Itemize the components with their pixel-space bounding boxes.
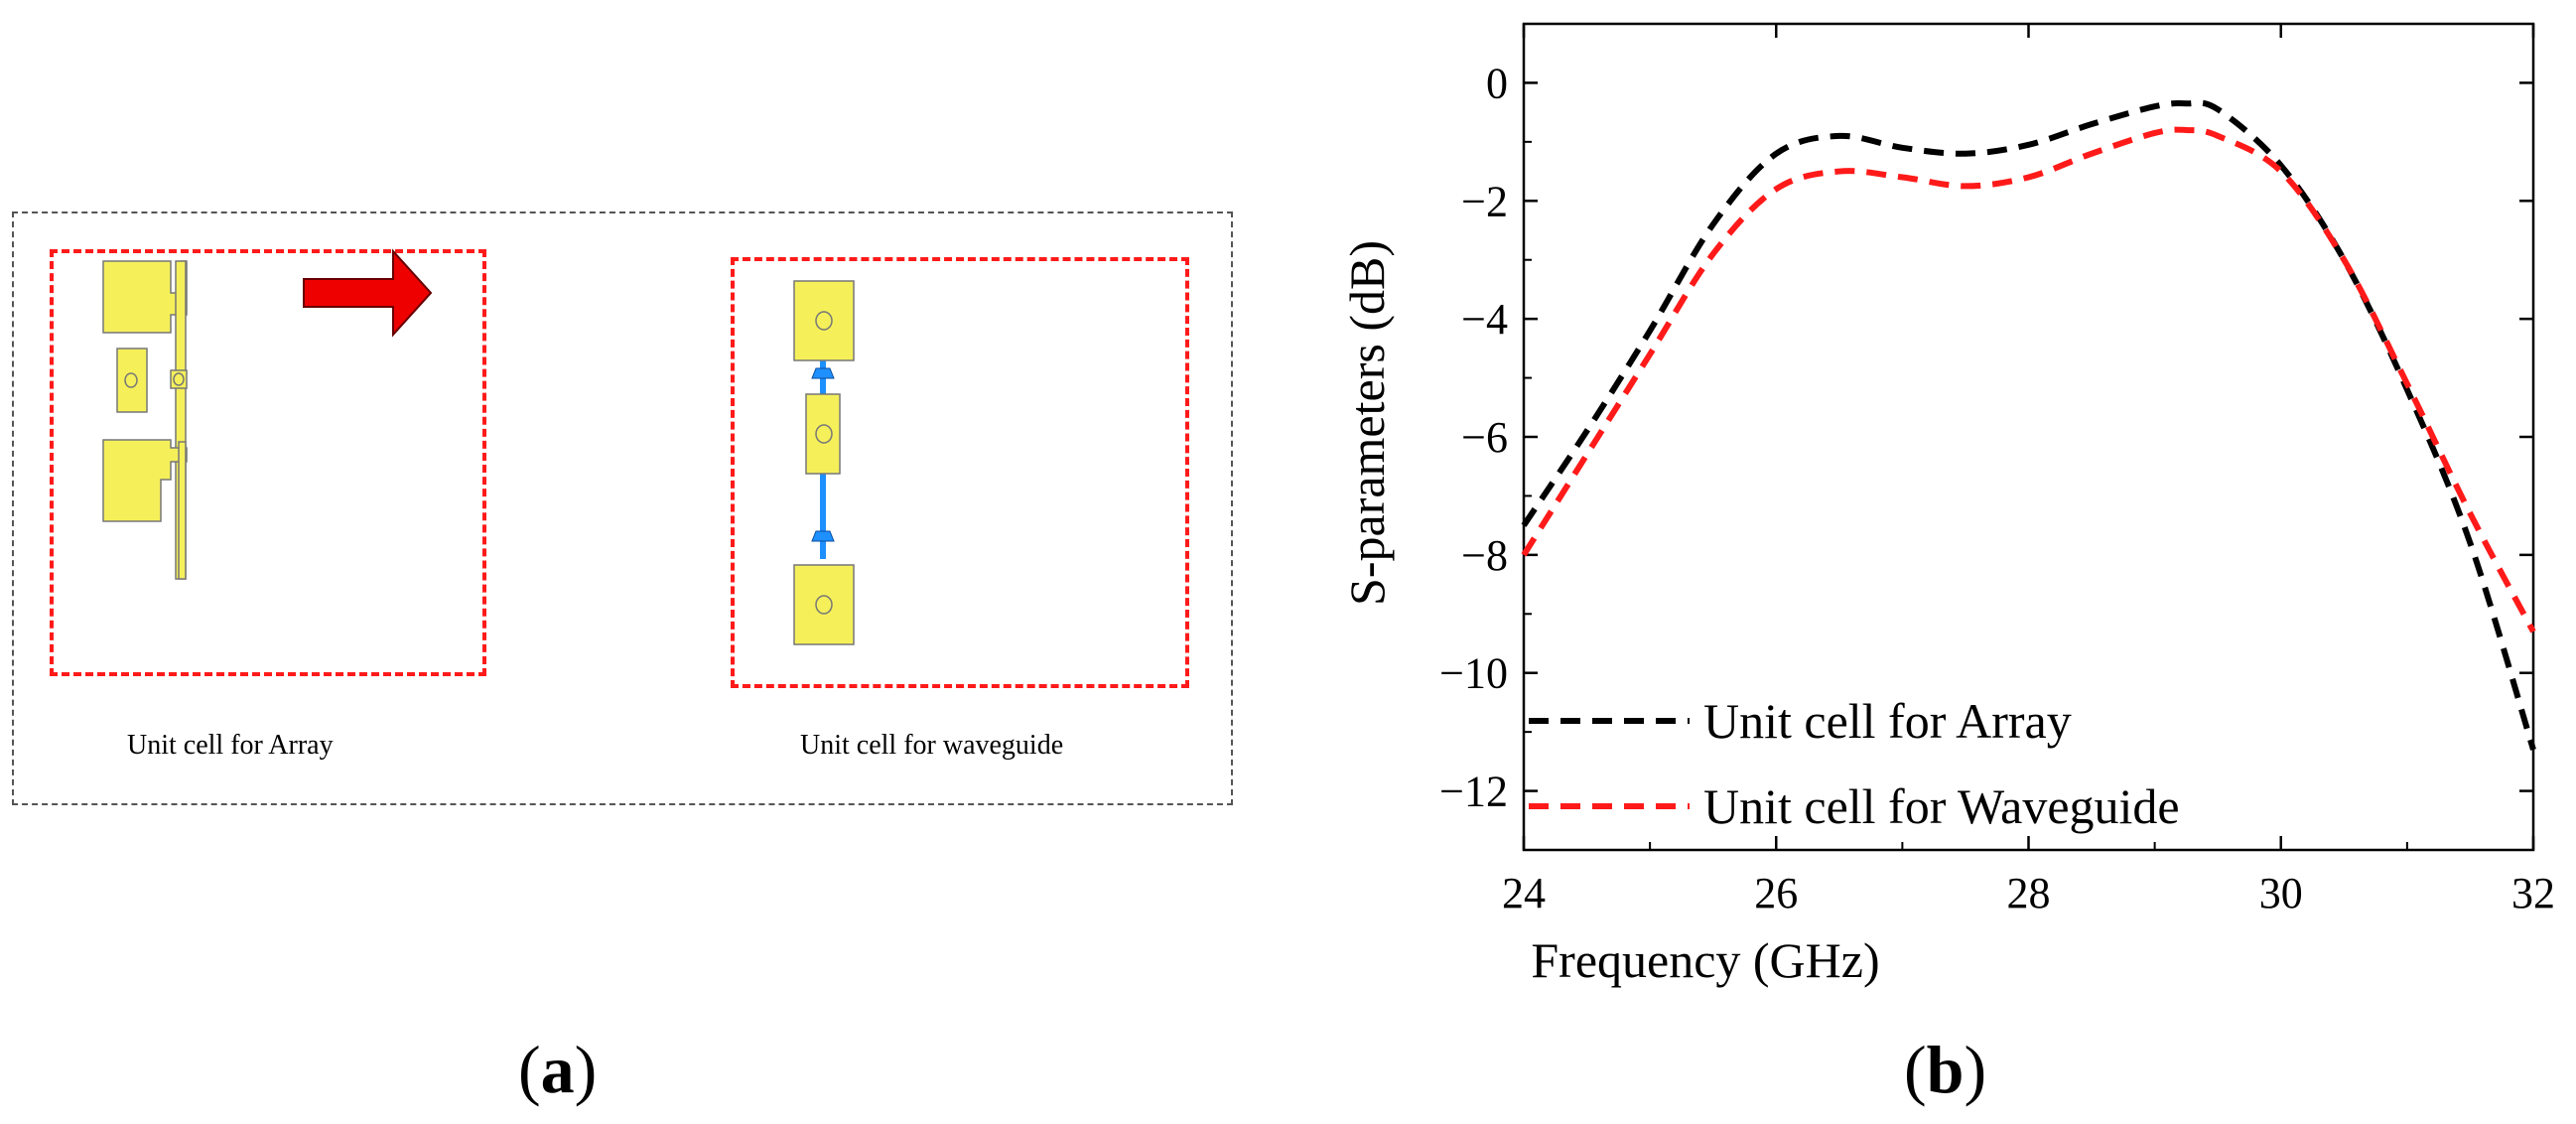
array-bottom-patch <box>102 439 188 522</box>
panel-label-b: (b) <box>1904 1032 1987 1107</box>
lower-via-connector <box>811 530 835 542</box>
y-tick-label: −8 <box>1461 531 1508 580</box>
x-axis-label: Frequency (GHz) <box>1531 932 1879 988</box>
array-unit-cell-box <box>50 249 486 676</box>
y-axis-label: S-parameters (dB) <box>1339 240 1395 606</box>
panel-label-a: (a) <box>518 1032 598 1107</box>
panel-label-a-letter: a <box>540 1032 575 1107</box>
legend-label-array: Unit cell for Array <box>1703 693 2072 749</box>
legend-label-waveguide: Unit cell for Waveguide <box>1703 778 2180 834</box>
upper-via-connector <box>811 367 835 379</box>
waveguide-unit-cell-box <box>731 257 1189 688</box>
y-tick-label: −6 <box>1461 413 1508 462</box>
transition-arrow-shape <box>303 248 433 338</box>
y-tick-label: −10 <box>1439 649 1508 698</box>
x-tick-label: 30 <box>2259 869 2303 917</box>
waveguide-unit-cell-drawing <box>793 280 855 645</box>
series-line-waveguide <box>1521 126 2536 633</box>
y-tick-label: −12 <box>1439 768 1508 816</box>
x-tick-label: 32 <box>2511 869 2555 917</box>
waveguide-caption: Unit cell for waveguide <box>800 730 1064 761</box>
unit-cell-panel: Unit cell for Array Unit cell for wavegu… <box>12 211 1233 805</box>
x-tick-label: 28 <box>2007 869 2051 917</box>
array-caption: Unit cell for Array <box>127 730 334 761</box>
panel-label-b-letter: b <box>1926 1032 1965 1107</box>
y-tick-label: −4 <box>1461 295 1508 344</box>
y-tick-label: 0 <box>1486 59 1508 107</box>
array-unit-cell-drawing <box>102 260 188 580</box>
x-tick-label: 26 <box>1754 869 1798 917</box>
array-middle-via <box>124 372 138 388</box>
series-line-array <box>1521 99 2536 751</box>
y-tick-label: −2 <box>1461 177 1508 225</box>
array-top-patch <box>102 260 188 334</box>
x-tick-label: 24 <box>1502 869 1546 917</box>
array-strip-via <box>173 372 185 386</box>
